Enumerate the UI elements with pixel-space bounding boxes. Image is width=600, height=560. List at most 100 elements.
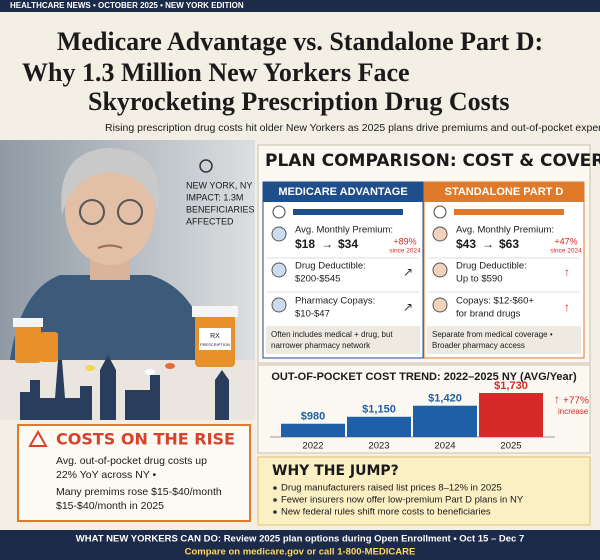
copay-label: Pharmacy Copays:: [295, 296, 375, 307]
location: BENEFICIARIES: [186, 204, 255, 214]
x-tick-label: 2024: [434, 441, 455, 452]
plan-name: MEDICARE ADVANTAGE: [278, 186, 407, 198]
glasses: [79, 199, 105, 225]
copay: $10-$47: [295, 309, 330, 320]
plan-bar: [293, 209, 403, 215]
why-box: [257, 456, 591, 526]
x-tick-label: 2023: [368, 441, 389, 452]
bar: [479, 393, 543, 437]
costs-box: [17, 424, 251, 522]
why-bullets: Drug manufacturers raised list prices 8–…: [273, 483, 524, 518]
plan-note: Broader pharmacy access: [432, 341, 525, 350]
trend-arrow: ↗: [403, 265, 413, 279]
row-icon: [271, 297, 287, 313]
copay: for brand drugs: [456, 309, 521, 320]
row-icon: [432, 297, 448, 313]
pill-bottle: [15, 325, 41, 363]
note-bg: [266, 326, 420, 354]
pill: [145, 369, 155, 375]
mouth: [97, 244, 123, 249]
row-icon: [432, 262, 448, 278]
annotation-note: increase: [558, 407, 589, 416]
costs-line: Many premims rose $15-$40/month: [56, 486, 222, 498]
subtitle: Rising prescription drug costs hit older…: [105, 122, 600, 134]
plan-name: STANDALONE PART D: [445, 186, 564, 198]
footer-line: Compare on medicare.gov or call 1-800-ME…: [185, 547, 416, 558]
bullet-dot: [273, 510, 277, 514]
sweater: [10, 275, 210, 360]
kicker: HEALTHCARE NEWS • OCTOBER 2025 • NEW YOR…: [10, 1, 244, 10]
why-bullet: Fewer insurers now offer low-premium Par…: [281, 495, 524, 506]
x-tick-label: 2022: [302, 441, 323, 452]
footer-line: WHAT NEW YORKERS CAN DO: Review 2025 pla…: [76, 534, 525, 545]
trend-arrow: ↑: [564, 300, 570, 314]
location: AFFECTED: [186, 216, 234, 226]
premium-arrow: →: [321, 237, 333, 251]
premium-to: $63: [499, 237, 519, 251]
bar: [347, 416, 411, 437]
hair: [61, 148, 160, 215]
copay-label: Copays: $12-$60+: [456, 296, 534, 307]
value-label: $1,420: [428, 393, 462, 405]
comparison-title: PLAN COMPARISON: COST & COVERAGE: [265, 151, 600, 171]
change-note: since 2024: [389, 248, 421, 255]
plan-header: [424, 182, 584, 202]
value-label: $980: [301, 411, 325, 423]
bar: [413, 405, 477, 437]
plan-icon: [272, 205, 286, 219]
pill: [85, 365, 95, 371]
glasses: [117, 199, 143, 225]
plan-header: [263, 182, 423, 202]
skyline: [20, 355, 229, 420]
premium-label: Avg. Monthly Premium:: [295, 225, 393, 236]
annotation: +77%: [563, 396, 589, 407]
bullet-dot: [273, 498, 277, 502]
headline: Skyrocketing Prescription Drug Costs: [88, 87, 510, 116]
costs-line: Avg. out-of-pocket drug costs up: [56, 455, 207, 467]
why-bullet: Drug manufacturers raised list prices 8–…: [281, 483, 502, 494]
trend-arrow: ↑: [564, 265, 570, 279]
x-tick-label: 2025: [500, 441, 521, 452]
plan-note: narrower pharmacy network: [271, 341, 371, 350]
premium-change: +89%: [393, 236, 416, 246]
location: NEW YORK, NY: [186, 180, 252, 190]
deductible-label: Drug Deductible:: [456, 261, 527, 272]
kicker-bar: [0, 0, 600, 12]
bottle-label: [199, 328, 231, 350]
location: IMPACT: 1.3M: [186, 192, 243, 202]
pin-icon: [199, 159, 213, 173]
face: [65, 155, 155, 265]
chart: $980 2022 $1,150 2023 $1,420 2024 $1,730 2025 ↑ +…: [270, 380, 589, 452]
plan-note: Often includes medical + drug, but: [271, 330, 393, 339]
premium-label: Avg. Monthly Premium:: [456, 225, 554, 236]
pill-bottle: [40, 332, 58, 362]
photo: NEW YORK, NY IMPACT: 1.3M BENEFICIARIES …: [0, 140, 255, 420]
row-icon: [271, 226, 287, 242]
headline: Why 1.3 Million New Yorkers Face: [22, 58, 410, 87]
costs-line: $15-$40/month in 2025: [56, 500, 164, 512]
costs-title: COSTS ON THE RISE: [56, 430, 235, 449]
note-bg: [427, 326, 581, 354]
row-icon: [271, 262, 287, 278]
change-note: since 2024: [550, 248, 582, 255]
bottle-cap: [192, 306, 238, 317]
deductible: $200-$545: [295, 274, 340, 285]
premium-to: $34: [338, 237, 358, 251]
why-bullet: New federal rules shift more costs to be…: [281, 507, 491, 518]
plan-bar: [454, 209, 564, 215]
premium-arrow: →: [482, 237, 494, 251]
bottle-label-text: PRESCRIPTION: [200, 342, 230, 347]
deductible-label: Drug Deductible:: [295, 261, 366, 272]
headline: Medicare Advantage vs. Standalone Part D…: [57, 27, 543, 56]
costs-line: 22% YoY across NY •: [56, 469, 157, 481]
value-label: $1,150: [362, 404, 396, 416]
plan-icon: [433, 205, 447, 219]
bottle-cap: [13, 318, 43, 327]
why-title: WHY THE JUMP?: [272, 463, 399, 479]
row-icon: [432, 226, 448, 242]
plan-note: Separate from medical coverage •: [432, 330, 553, 339]
pill: [165, 363, 175, 369]
bottle-label-text: RX: [210, 333, 220, 340]
deductible: Up to $590: [456, 274, 502, 285]
